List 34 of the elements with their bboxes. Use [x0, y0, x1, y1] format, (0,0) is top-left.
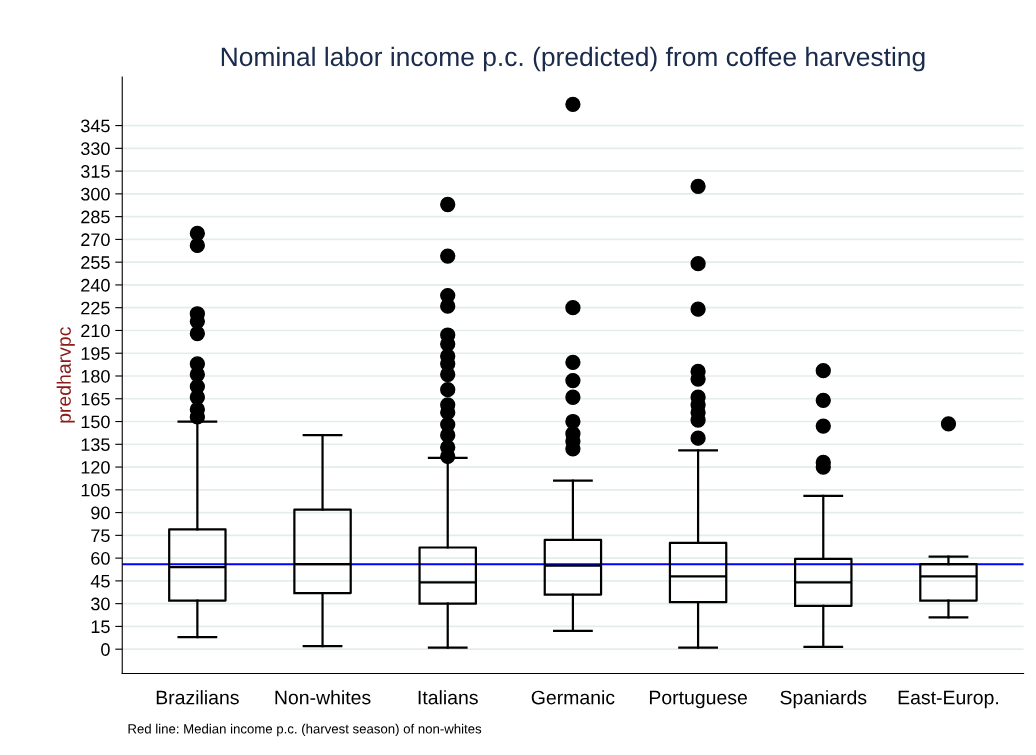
- y-tick-label: 345: [81, 119, 110, 133]
- y-tick-label: 30: [91, 597, 110, 611]
- y-tick-label: 225: [81, 301, 110, 315]
- x-tick-label: Italians: [418, 690, 478, 705]
- x-tick-label: Germanic: [531, 690, 615, 705]
- y-tick-label: 195: [81, 347, 110, 360]
- y-tick-label: 120: [81, 460, 110, 474]
- y-tick-label: 60: [91, 552, 110, 565]
- y-tick-label: 255: [81, 256, 110, 269]
- y-tick-label: 285: [81, 210, 110, 224]
- chart-title: Nominal labor income p.c. (predicted) from coffee harvesting: [221, 46, 925, 72]
- text: Red line: Median income p.c. (harvest season) of non-whites: [128, 723, 482, 737]
- y-tick-label: 135: [81, 438, 110, 452]
- y-tick-label: 180: [81, 369, 110, 383]
- y-tick-label: 210: [81, 324, 110, 338]
- y-tick-label: 150: [81, 415, 110, 429]
- x-tick-label: Non-whites: [275, 690, 371, 705]
- y-tick-label: 15: [91, 620, 110, 634]
- x-tick-label: Brazilians: [156, 690, 239, 705]
- y-tick-label: 330: [81, 142, 110, 156]
- y-tick-label: 105: [81, 483, 110, 497]
- y-tick-label: 300: [81, 187, 110, 201]
- y-tick-label: 75: [91, 529, 110, 543]
- x-tick-label: Spaniards: [780, 690, 867, 709]
- y-tick-label: 270: [81, 233, 110, 247]
- y-axis-title: predharvpc: [56, 327, 75, 423]
- y-tick-label: 240: [81, 278, 110, 292]
- x-tick-label: East-Europ.: [898, 690, 999, 709]
- y-tick-label: 90: [91, 506, 110, 520]
- x-tick-label: Portuguese: [649, 690, 747, 709]
- y-tick-label: 315: [81, 165, 110, 178]
- y-tick-label: 165: [81, 392, 110, 406]
- y-tick-label: 45: [90, 575, 110, 588]
- y-tick-label: 0: [101, 643, 110, 656]
